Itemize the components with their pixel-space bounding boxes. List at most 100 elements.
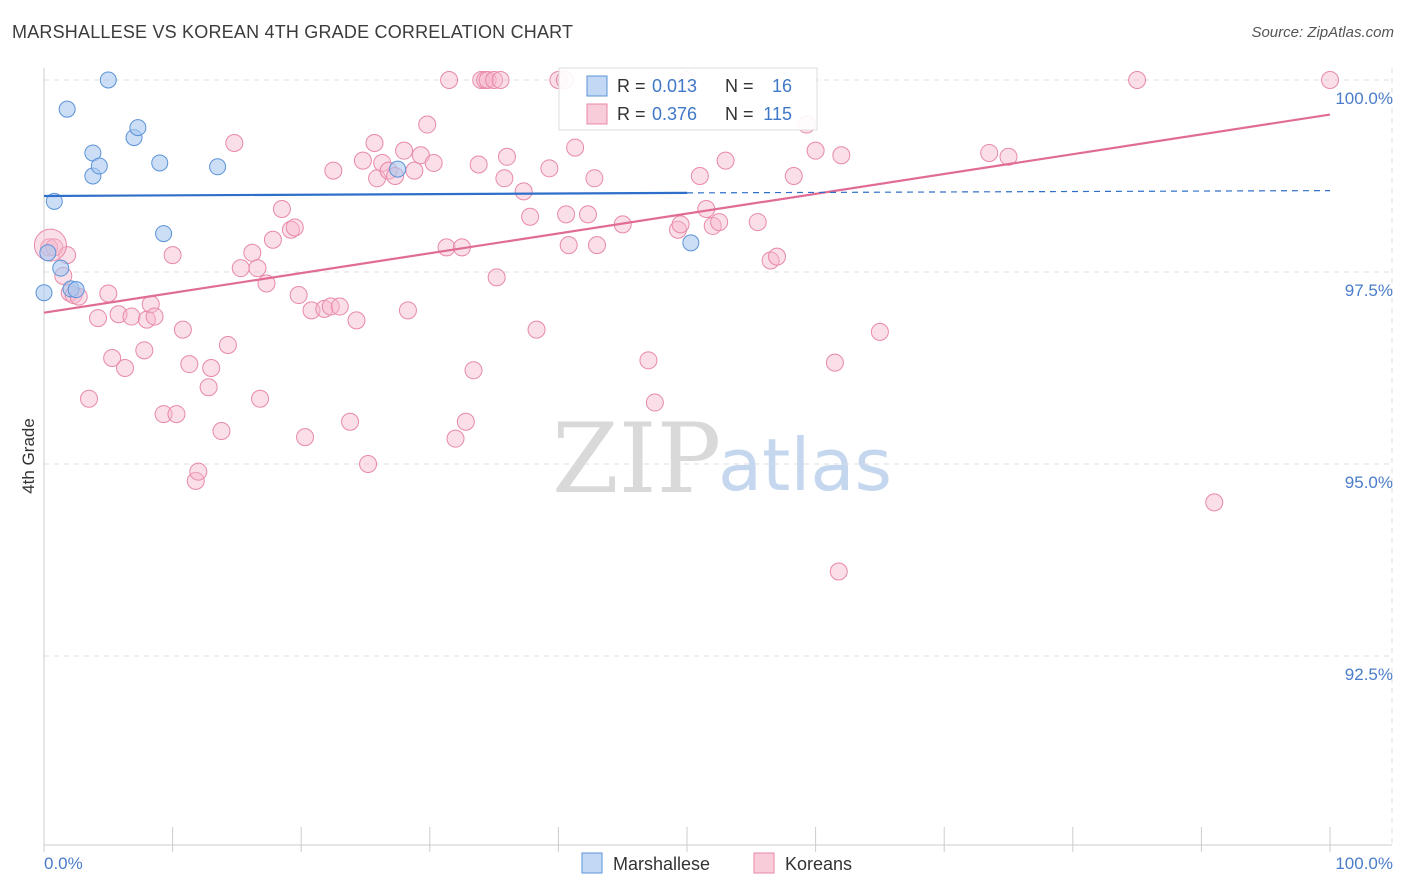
koreans-point [578, 205, 597, 224]
koreans-point [89, 309, 108, 328]
koreans-point [748, 213, 767, 232]
koreans-point [487, 268, 506, 287]
koreans-point [829, 562, 848, 581]
koreans-point [321, 297, 340, 316]
legend-r-label: R = [617, 104, 646, 124]
koreans-point [116, 359, 135, 377]
koreans-point [832, 146, 851, 165]
koreans-point [359, 455, 378, 473]
marshallese-point [129, 119, 147, 137]
koreans-point [405, 161, 424, 180]
legend-n-value: 115 [763, 104, 792, 124]
koreans-point [398, 301, 417, 320]
koreans-point [163, 246, 182, 265]
marshallese-point [155, 225, 173, 243]
koreans-point [495, 169, 514, 188]
marshallese-point [45, 192, 63, 210]
legend-label-koreans: Koreans [785, 854, 852, 874]
koreans-point [173, 320, 192, 339]
koreans-point [154, 405, 173, 424]
koreans-point [231, 259, 250, 278]
koreans-point [587, 236, 606, 255]
marshallese-point [389, 160, 407, 178]
koreans-point [999, 147, 1018, 166]
koreans-point [353, 151, 372, 170]
koreans-point [135, 341, 154, 360]
legend-n-label: N = [725, 104, 754, 124]
koreans-point [527, 320, 546, 339]
koreans-point [218, 335, 237, 354]
marshallese-point [39, 244, 57, 262]
marshallese-point [151, 154, 169, 172]
watermark-zip: ZIP [552, 403, 721, 515]
koreans-point [456, 412, 475, 431]
koreans-point [243, 243, 262, 262]
marshallese-point [58, 100, 76, 118]
legend-r-value: 0.376 [652, 104, 697, 124]
koreans-point [122, 307, 141, 326]
trend-lines [43, 113, 1331, 314]
koreans-point [1321, 71, 1339, 89]
x-tick-labels: 0.0% 100.0% [44, 854, 1393, 873]
koreans-point [497, 147, 516, 166]
koreans-point [768, 247, 787, 266]
marshallese-points [35, 71, 700, 302]
koreans-point [446, 429, 465, 448]
koreans-point [639, 351, 658, 370]
koreans-point [225, 133, 244, 152]
koreans-point [199, 378, 218, 397]
koreans-point [212, 421, 231, 440]
source-credit: Source: ZipAtlas.com [1251, 24, 1394, 41]
x-tick-label: 0.0% [44, 854, 83, 873]
marshallese-trend-line [43, 191, 688, 198]
koreans-point [248, 259, 267, 278]
koreans-points [33, 71, 1339, 581]
legend-swatch-marshallese [586, 75, 608, 97]
axes [43, 68, 1392, 852]
x-tick-label: 100.0% [1335, 854, 1393, 873]
series-legend: Marshallese Koreans [581, 852, 852, 874]
y-tick-label: 92.5% [1345, 665, 1393, 684]
koreans-point [365, 133, 384, 152]
y-tick-label: 100.0% [1335, 89, 1393, 108]
koreans-point [424, 153, 443, 172]
koreans-point [167, 405, 186, 424]
koreans-point [825, 353, 844, 372]
y-tick-label: 97.5% [1345, 281, 1393, 300]
koreans-point [645, 393, 664, 412]
koreans-point [491, 71, 510, 89]
legend-swatch-marshallese [581, 852, 603, 874]
y-tick-label: 95.0% [1345, 473, 1393, 492]
koreans-point [478, 71, 497, 89]
koreans-point [585, 169, 604, 188]
koreans-point [395, 141, 414, 160]
marshallese-point [67, 281, 85, 299]
koreans-point [437, 238, 456, 257]
koreans-point [263, 230, 282, 249]
koreans-point [251, 389, 270, 408]
koreans-point [302, 301, 321, 320]
koreans-point [870, 322, 889, 341]
stats-legend: R = 0.013 N = 16 R = 0.376 N = 115 [558, 67, 818, 131]
marshallese-point [35, 284, 53, 302]
koreans-point [202, 359, 221, 377]
koreans-point [1128, 71, 1147, 89]
koreans-point [272, 200, 291, 219]
y-axis-title: 4th Grade [19, 418, 38, 494]
koreans-point [806, 141, 825, 160]
watermark-atlas: atlas [718, 423, 892, 507]
legend-label-marshallese: Marshallese [613, 854, 710, 874]
marshallese-point [90, 157, 108, 175]
koreans-point [716, 151, 735, 170]
legend-swatch-koreans [586, 103, 608, 125]
koreans-point [180, 355, 199, 374]
legend-r-value: 0.013 [652, 76, 697, 96]
koreans-point [710, 213, 729, 232]
koreans-point [980, 143, 999, 162]
koreans-point [540, 159, 559, 178]
marshallese-point [682, 234, 700, 252]
koreans-point [464, 361, 483, 380]
marshallese-point [99, 71, 117, 89]
koreans-point [472, 71, 491, 89]
